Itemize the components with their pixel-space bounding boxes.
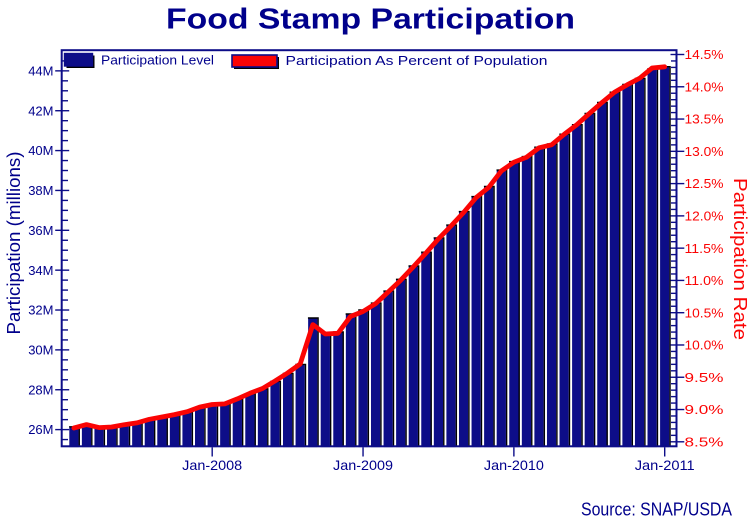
- svg-text:10.0%: 10.0%: [685, 338, 724, 353]
- svg-text:Jan-2009: Jan-2009: [333, 457, 393, 473]
- svg-text:14.0%: 14.0%: [685, 79, 724, 94]
- svg-text:13.5%: 13.5%: [685, 112, 724, 127]
- svg-text:44M: 44M: [28, 63, 53, 78]
- svg-text:Participation As Percent of Po: Participation As Percent of Population: [286, 53, 548, 68]
- svg-text:Jan-2010: Jan-2010: [484, 457, 544, 473]
- svg-text:42M: 42M: [28, 103, 53, 118]
- svg-text:8.5%: 8.5%: [685, 434, 725, 449]
- svg-text:Participation (millions): Participation (millions): [3, 152, 24, 335]
- svg-text:9.0%: 9.0%: [685, 402, 725, 417]
- svg-text:30M: 30M: [28, 342, 53, 357]
- svg-text:40M: 40M: [28, 143, 53, 158]
- svg-text:13.0%: 13.0%: [685, 144, 724, 159]
- svg-text:Participation Rate: Participation Rate: [730, 178, 749, 340]
- svg-text:9.5%: 9.5%: [685, 370, 725, 385]
- svg-text:11.5%: 11.5%: [685, 241, 724, 256]
- svg-text:36M: 36M: [28, 223, 53, 238]
- svg-text:Source: SNAP/USDA: Source: SNAP/USDA: [581, 499, 733, 520]
- svg-text:Jan-2008: Jan-2008: [182, 457, 242, 473]
- svg-text:Participation Level: Participation Level: [101, 53, 214, 68]
- svg-text:28M: 28M: [28, 382, 53, 397]
- svg-text:Jan-2011: Jan-2011: [635, 457, 695, 473]
- svg-text:34M: 34M: [28, 263, 53, 278]
- svg-text:12.0%: 12.0%: [685, 208, 724, 223]
- svg-text:32M: 32M: [28, 303, 53, 318]
- svg-text:10.5%: 10.5%: [685, 305, 724, 320]
- svg-text:12.5%: 12.5%: [685, 176, 724, 191]
- svg-text:14.5%: 14.5%: [685, 47, 724, 62]
- svg-text:26M: 26M: [28, 422, 53, 437]
- svg-text:38M: 38M: [28, 183, 53, 198]
- svg-text:11.0%: 11.0%: [685, 273, 724, 288]
- svg-text:Food Stamp Participation: Food Stamp Participation: [166, 4, 575, 36]
